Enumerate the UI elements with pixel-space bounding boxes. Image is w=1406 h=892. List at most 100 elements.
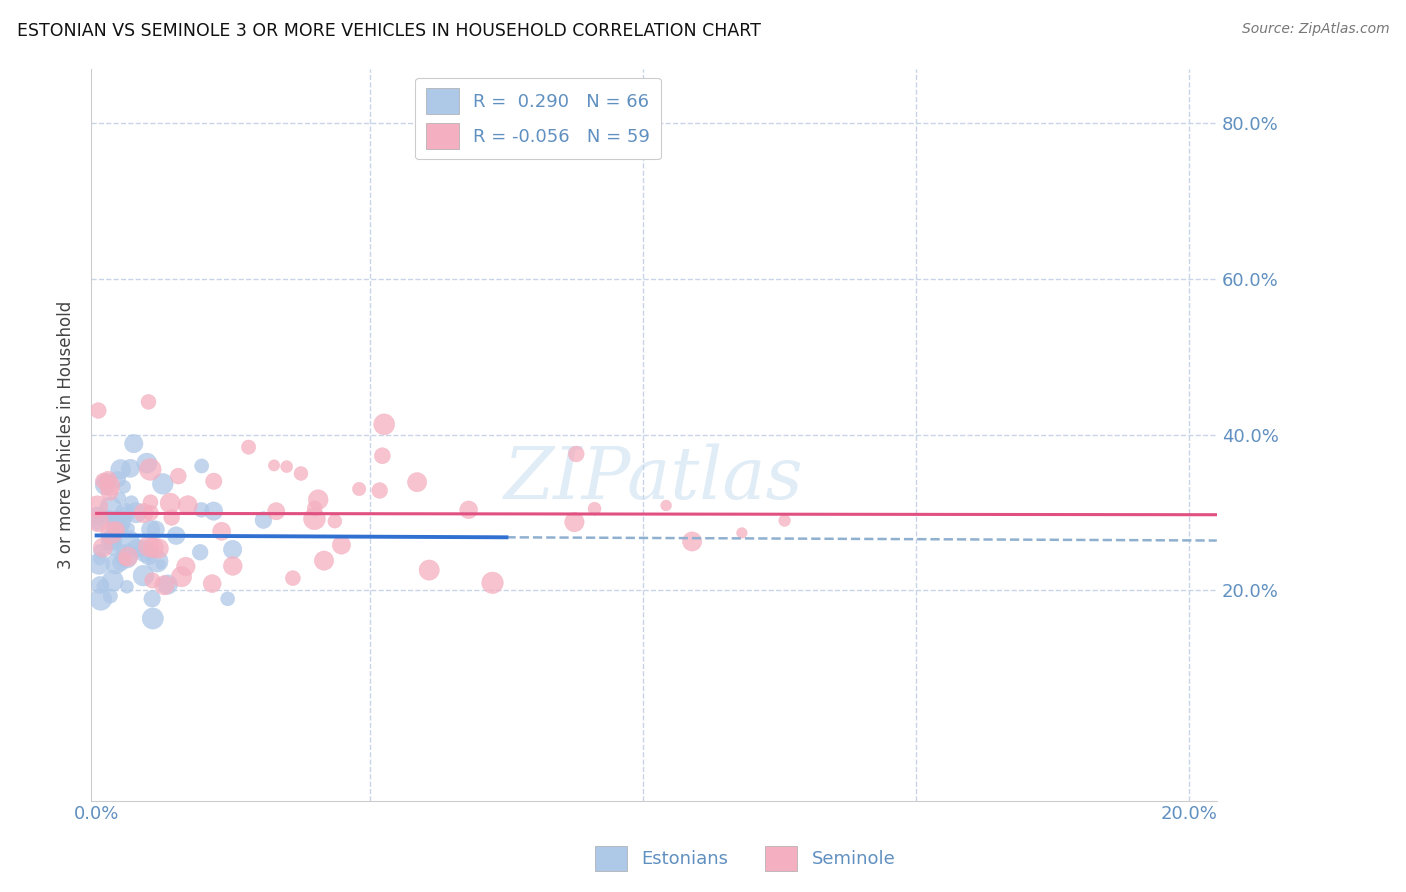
Point (108, 491, 131, 505)
Text: ZIPatlas: ZIPatlas (505, 443, 804, 514)
Point (132, 506, 155, 520)
Point (565, 447, 588, 461)
Point (96, 473, 118, 487)
Point (152, 476, 174, 491)
Point (107, 472, 129, 486)
Point (201, 576, 224, 591)
Point (105, 537, 128, 551)
Point (118, 542, 141, 557)
Point (87, 557, 110, 571)
Point (125, 541, 148, 556)
Point (91, 579, 114, 593)
Point (156, 577, 179, 591)
Point (114, 506, 136, 520)
Point (139, 523, 162, 537)
Point (142, 611, 165, 625)
Point (159, 496, 181, 510)
Point (117, 549, 139, 564)
Point (96, 474, 118, 488)
Point (177, 498, 200, 512)
Point (141, 574, 163, 588)
Y-axis label: 3 or more Vehicles in Household: 3 or more Vehicles in Household (58, 301, 75, 569)
Legend: Estonians, Seminole: Estonians, Seminole (588, 838, 903, 879)
Point (165, 529, 187, 543)
Point (120, 461, 142, 475)
Point (132, 568, 155, 582)
Point (167, 469, 190, 483)
Point (188, 545, 211, 559)
Point (681, 534, 703, 549)
Point (304, 512, 326, 526)
Point (111, 551, 134, 566)
Point (87, 508, 110, 523)
Legend: R =  0.290   N = 66, R = -0.056   N = 59: R = 0.290 N = 66, R = -0.056 N = 59 (415, 78, 661, 160)
Point (281, 571, 304, 585)
Point (129, 544, 152, 558)
Point (276, 459, 298, 474)
Point (202, 475, 225, 489)
Point (307, 492, 329, 507)
Point (100, 533, 122, 547)
Point (108, 515, 131, 529)
Point (97, 473, 120, 487)
Point (105, 521, 128, 535)
Point (118, 533, 141, 548)
Point (98, 479, 121, 493)
Point (304, 501, 326, 516)
Point (139, 506, 162, 520)
Point (89, 552, 111, 566)
Point (153, 578, 176, 592)
Point (138, 395, 160, 409)
Point (145, 523, 167, 537)
Point (134, 544, 156, 558)
Point (323, 514, 346, 528)
Point (190, 458, 212, 473)
Point (583, 501, 606, 516)
Point (142, 541, 165, 555)
Point (170, 570, 193, 584)
Point (139, 462, 162, 476)
Point (138, 549, 160, 563)
Point (101, 540, 124, 554)
Text: ESTONIAN VS SEMINOLE 3 OR MORE VEHICLES IN HOUSEHOLD CORRELATION CHART: ESTONIAN VS SEMINOLE 3 OR MORE VEHICLES … (17, 22, 761, 40)
Point (94, 477, 117, 491)
Point (97, 533, 120, 547)
Point (160, 510, 183, 524)
Point (222, 558, 245, 573)
Point (90, 592, 112, 607)
Point (263, 458, 285, 473)
Point (86, 500, 108, 514)
Point (371, 449, 394, 463)
Point (457, 503, 479, 517)
Point (217, 591, 239, 606)
Point (120, 495, 142, 509)
Point (731, 525, 754, 540)
Point (406, 475, 429, 490)
Point (118, 522, 141, 536)
Point (211, 524, 233, 539)
Point (115, 551, 138, 566)
Point (98, 484, 121, 499)
Point (564, 515, 586, 529)
Point (111, 550, 134, 565)
Text: Source: ZipAtlas.com: Source: ZipAtlas.com (1241, 22, 1389, 37)
Point (100, 525, 122, 540)
Point (347, 482, 370, 496)
Point (91, 541, 114, 555)
Point (110, 556, 132, 570)
Point (368, 483, 391, 498)
Point (773, 514, 796, 528)
Point (135, 456, 157, 470)
Point (238, 440, 260, 454)
Point (264, 504, 287, 518)
Point (290, 467, 312, 481)
Point (148, 541, 170, 556)
Point (418, 563, 440, 577)
Point (93, 475, 115, 489)
Point (373, 417, 395, 432)
Point (115, 580, 138, 594)
Point (655, 499, 678, 513)
Point (149, 558, 172, 572)
Point (112, 480, 135, 494)
Point (146, 554, 169, 568)
